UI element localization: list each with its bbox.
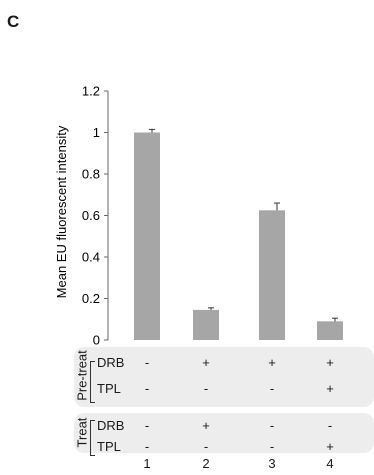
treat-row-label: DRB — [97, 418, 125, 433]
lane-number: 1 — [143, 456, 151, 471]
pretreat-mark: + — [326, 381, 334, 396]
pretreat-mark: - — [144, 355, 150, 370]
pretreat-mark: + — [202, 355, 210, 370]
treat-mark: + — [326, 439, 334, 454]
treat-mark: + — [202, 418, 210, 433]
y-tick-label: 0.2 — [82, 291, 100, 306]
pretreat-row-label: TPL — [97, 381, 121, 396]
treat-mark: - — [144, 418, 150, 433]
y-tick-label: 0 — [93, 333, 100, 346]
pretreat-mark: - — [203, 381, 209, 396]
lane-number: 2 — [202, 456, 210, 471]
treat-mark: - — [203, 439, 209, 454]
lane-number: 3 — [268, 456, 276, 471]
bars — [134, 128, 343, 340]
bar — [134, 132, 160, 340]
pretreat-mark: - — [144, 381, 150, 396]
y-tick-label: 0.8 — [82, 167, 100, 182]
y-axis-label: Mean EU fluorescent intensity — [54, 125, 69, 298]
treat-bracket — [90, 420, 95, 456]
treat-title: Treat — [74, 417, 90, 448]
treat-mark: - — [327, 418, 333, 433]
y-tick-label: 1 — [93, 125, 100, 140]
treat-mark: - — [144, 439, 150, 454]
pretreat-title: Pre-treat — [74, 350, 90, 401]
treat-mark: - — [269, 418, 275, 433]
pretreat-row-label: DRB — [97, 355, 125, 370]
bar — [317, 321, 343, 340]
y-tick-label: 0.4 — [82, 250, 100, 265]
bar — [193, 309, 219, 340]
pretreat-mark: + — [326, 355, 334, 370]
treat-row-label: TPL — [97, 439, 121, 454]
y-axis: 0 0.2 0.4 0.6 0.8 1 1.2 — [82, 84, 109, 346]
bar — [259, 210, 285, 340]
bar-chart: Mean EU fluorescent intensity 0 0.2 0.4 0.6… — [54, 84, 343, 346]
pretreat-mark: - — [269, 381, 275, 396]
y-tick-label: 0.6 — [82, 208, 100, 223]
y-tick-label: 1.2 — [82, 84, 100, 99]
pretreat-mark: + — [268, 355, 276, 370]
pretreat-group — [74, 347, 374, 407]
treat-group — [74, 413, 374, 453]
panel-label: C — [7, 12, 20, 31]
pretreat-bracket — [90, 361, 95, 403]
treat-mark: - — [269, 439, 275, 454]
lane-number: 4 — [326, 456, 334, 471]
